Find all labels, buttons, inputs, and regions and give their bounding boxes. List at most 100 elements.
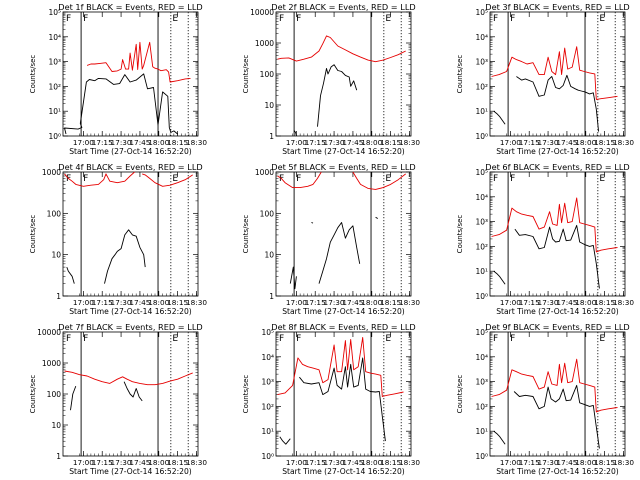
y-axis-label: Counts/sec [242,55,250,94]
x-tick-label: 17:00 [286,458,307,467]
series-line-events [123,381,143,402]
x-tick-label: 17:45 [342,298,363,307]
start-marker-label: F [66,334,71,344]
series-line-events [70,385,77,411]
panel-title: Det 6f BLACK = Events, RED = LLD [485,162,629,172]
y-tick-label: 10³ [475,58,488,67]
series-events [289,216,379,290]
series-line-events [514,224,600,289]
x-tick-label: 17:45 [556,458,577,467]
series-line-lld [86,41,191,83]
y-tick-label: 10⁵ [475,168,488,177]
y-tick-label: 10⁰ [475,452,488,461]
x-tick-label: 18:15 [167,138,188,147]
x-tick-label: 17:15 [92,138,113,147]
y-tick-label: 10 [264,251,274,260]
series-line-events [493,430,506,445]
y-tick-label: 10¹ [475,267,488,276]
x-tick-label: 18:15 [167,298,188,307]
plot-frame [275,171,412,297]
x-tick-label: 17:15 [519,458,540,467]
y-tick-label: 10⁴ [48,33,61,42]
y-tick-label: 10³ [48,58,61,67]
x-tick-label: 18:15 [594,458,615,467]
panel-title: Det 3f BLACK = Events, RED = LLD [485,2,629,12]
y-tick-label: 10 [51,251,61,260]
x-tick-label: 18:15 [594,138,615,147]
series-lld [64,171,193,187]
y-tick-label: 10⁵ [475,8,488,17]
y-axis-label: Counts/sec [456,375,464,414]
x-tick-label: 18:30 [399,298,420,307]
x-tick-label: 18:00 [148,298,169,307]
x-axis-label: Start Time (27-Oct-14 16:52:20) [496,467,619,476]
x-tick-label: 18:15 [380,458,401,467]
series-line-lld [491,46,618,100]
series-lld [491,197,618,253]
x-tick-label: 17:45 [129,298,150,307]
x-tick-label: 18:00 [148,138,169,147]
x-axis-label: Start Time (27-Oct-14 16:52:20) [282,467,405,476]
y-axis-label: Counts/sec [29,215,37,254]
series-line-events [311,222,314,224]
y-tick-label: 10 [51,421,61,430]
x-tick-label: 18:00 [575,138,596,147]
series-events [293,64,358,137]
start-marker-label: F [296,14,301,24]
plot-frame [62,11,199,137]
x-tick-label: 17:15 [519,298,540,307]
x-tick-label: 18:30 [186,458,207,467]
y-tick-label: 10⁰ [475,132,488,141]
start-marker-label: F [493,334,498,344]
y-tick-label: 100 [47,390,62,399]
y-tick-label: 10⁵ [48,8,61,17]
x-tick-label: 18:30 [613,138,634,147]
x-tick-label: 18:15 [594,298,615,307]
x-tick-label: 17:45 [556,298,577,307]
start-marker-label: F [296,334,301,344]
detector-panel-2: Det 2f BLACK = Events, RED = LLD 1 10 100 10… [242,2,420,156]
x-axis-label: Start Time (27-Oct-14 16:52:20) [69,147,192,156]
x-tick-label: 18:00 [575,458,596,467]
y-tick-label: 10² [261,402,274,411]
series-line-lld [64,171,135,187]
x-axis-label: Start Time (27-Oct-14 16:52:20) [69,307,192,316]
y-tick-label: 10⁵ [261,328,274,337]
y-tick-label: 10¹ [48,107,61,116]
panel-title: Det 7f BLACK = Events, RED = LLD [58,322,202,332]
x-tick-label: 18:00 [575,298,596,307]
start-marker-label: F [493,14,498,24]
series-line-events [318,222,361,284]
series-line-lld [352,171,406,190]
start-marker-label: F [66,14,71,24]
series-line-events [66,266,75,284]
x-tick-label: 17:45 [129,138,150,147]
y-tick-label: 1 [269,292,274,301]
detector-panel-7: Det 7f BLACK = Events, RED = LLD 1 10 100 10… [29,322,207,476]
x-tick-label: 18:00 [148,458,169,467]
panel-title: Det 4f BLACK = Events, RED = LLD [58,162,202,172]
series-line-events [317,64,358,127]
panel-title: Det 8f BLACK = Events, RED = LLD [271,322,415,332]
series-line-lld [491,197,618,253]
x-tick-label: 17:30 [111,298,132,307]
detector-panel-1: Det 1f BLACK = Events, RED = LLD 10⁰ 10¹ 10… [29,2,207,156]
y-tick-label: 10¹ [475,427,488,436]
detector-panel-9: Det 9f BLACK = Events, RED = LLD 10⁰ 10¹ 10… [456,322,634,476]
x-tick-label: 17:15 [305,138,326,147]
plot-frame [62,171,199,297]
x-tick-label: 18:00 [361,458,382,467]
start-marker-label: F [279,334,284,344]
x-tick-label: 18:30 [186,138,207,147]
series-line-lld [277,35,406,63]
x-tick-label: 17:45 [556,138,577,147]
series-line-lld [491,358,618,413]
series-lld [86,41,191,83]
plot-frame [489,171,626,297]
y-tick-label: 10⁵ [475,328,488,337]
x-axis-label: Start Time (27-Oct-14 16:52:20) [282,307,405,316]
start-marker-label: F [83,334,88,344]
end-marker-label: E [599,174,605,184]
series-events [493,74,600,132]
